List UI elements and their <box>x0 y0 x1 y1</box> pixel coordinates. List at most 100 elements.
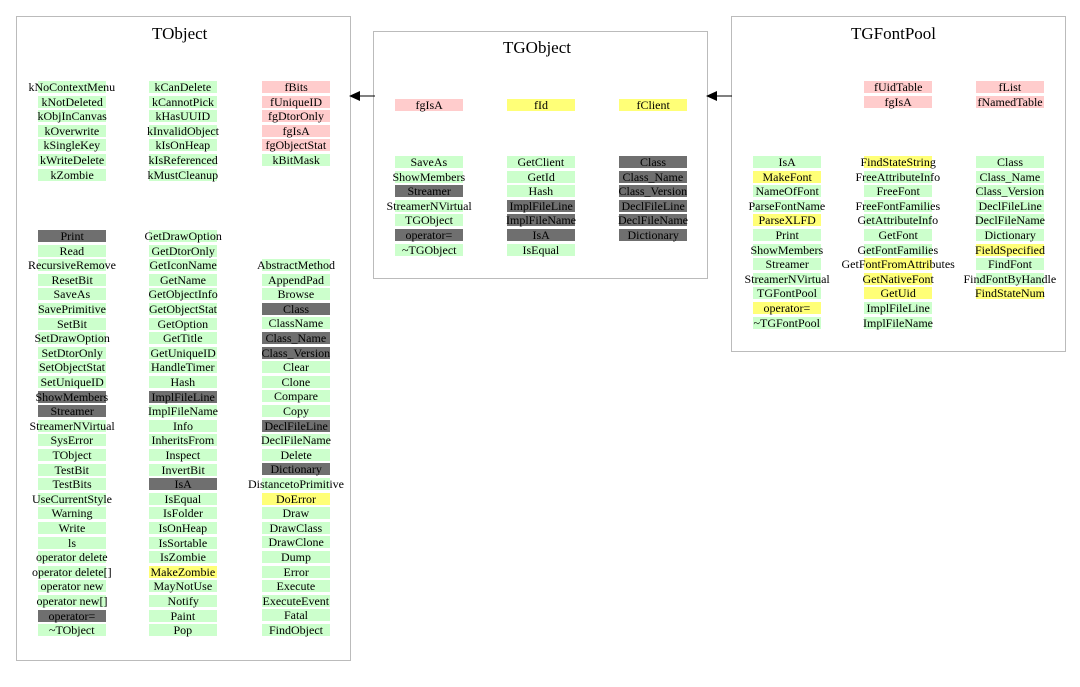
member-label: Execute <box>276 579 316 594</box>
tgobject-class-box: TGObject fgIsA fId fClient SaveAs ShowMem… <box>373 31 708 279</box>
member-cell: InvertBit <box>149 462 217 477</box>
member-cell: Delete <box>262 447 330 462</box>
member-label: FindFontByHandle <box>963 271 1057 286</box>
member-cell: Pop <box>149 624 217 637</box>
member-label: DeclFileName <box>261 433 331 448</box>
member-label: Paint <box>170 608 196 623</box>
member-label: TestBit <box>54 462 90 477</box>
member-label: AppendPad <box>268 272 324 287</box>
member-label: GetUid <box>880 286 916 301</box>
member-cell: FieldSpecified <box>975 243 1045 256</box>
member-label: Class_Version <box>261 345 331 360</box>
member-cell: Class <box>262 302 330 315</box>
member-label: ParseXLFD <box>758 213 816 228</box>
member-label: operator= <box>48 608 96 623</box>
member-cell: FindStateNum <box>975 287 1045 300</box>
member-cell: ShowMembers <box>393 170 465 183</box>
member-cell: AppendPad <box>262 272 330 287</box>
member-cell: FreeAttributeInfo <box>856 170 940 183</box>
member-cell: Streamer <box>395 184 463 199</box>
member-cell: FreeFont <box>864 185 932 198</box>
member-cell: fgObjectStat <box>262 139 330 152</box>
member-label: ImplFileName <box>863 315 933 330</box>
tgfontpool-title: TGFontPool <box>851 24 937 43</box>
member-cell: ResetBit <box>38 273 106 286</box>
member-cell: GetOption <box>149 316 217 331</box>
member-cell: MakeZombie <box>149 565 217 578</box>
member-cell: ~TGObject <box>395 243 463 256</box>
member-cell: Browse <box>262 288 330 301</box>
member-cell: SetDtorOnly <box>38 346 106 359</box>
member-cell: DeclFileLine <box>976 199 1044 212</box>
member-label: Class_Name <box>265 331 327 345</box>
member-label: ~TObject <box>49 623 95 638</box>
member-label: GetObjectInfo <box>148 287 218 302</box>
member-label: GetFont <box>878 228 918 242</box>
member-label: Clone <box>281 374 311 389</box>
member-cell: GetNativeFont <box>863 272 934 285</box>
member-label: IsEqual <box>522 242 560 257</box>
member-cell: HandleTimer <box>149 361 217 374</box>
member-label: Delete <box>280 447 312 462</box>
member-cell: SetUniqueID <box>38 376 106 388</box>
member-cell: IsSortable <box>149 536 217 549</box>
member-label: operator= <box>405 228 453 242</box>
member-cell: Write <box>38 522 106 534</box>
member-cell: kWriteDelete <box>38 154 106 166</box>
member-cell: ParseFontName <box>749 199 825 212</box>
member-label: Draw <box>282 506 310 521</box>
member-cell: kMustCleanup <box>148 168 218 181</box>
member-cell: Class_Name <box>262 332 330 344</box>
member-label: Notify <box>167 594 199 608</box>
member-label: kSingleKey <box>43 138 101 153</box>
member-cell: Class_Name <box>619 170 687 183</box>
member-cell: RecursiveRemove <box>28 259 116 272</box>
member-cell: ImplFileLine <box>864 302 932 314</box>
member-cell: operator delete[] <box>32 565 112 578</box>
member-label: RecursiveRemove <box>28 258 116 273</box>
member-label: Compare <box>274 389 318 404</box>
member-label: kOverwrite <box>44 123 100 138</box>
member-cell: kIsOnHeap <box>149 138 217 153</box>
member-cell: GetObjectStat <box>149 303 217 315</box>
member-label: InheritsFrom <box>151 433 215 448</box>
member-label: ImplFileLine <box>866 301 930 315</box>
member-label: Error <box>283 564 309 579</box>
member-cell: Info <box>149 419 217 432</box>
member-cell: InheritsFrom <box>149 433 217 448</box>
member-label: GetName <box>160 272 206 287</box>
member-label: DeclFileLine <box>621 198 685 213</box>
member-label: TGFontPool <box>757 286 818 301</box>
member-cell: fUniqueID <box>262 95 330 108</box>
member-cell: operator= <box>395 229 463 241</box>
member-label: SaveAs <box>410 155 448 169</box>
member-label: Class <box>997 155 1024 169</box>
member-cell: TestBit <box>38 462 106 477</box>
member-label: DrawClone <box>268 535 324 550</box>
member-cell: IsA <box>507 229 575 241</box>
member-label: ImplFileLine <box>509 198 573 213</box>
inheritance-arrow-tgobject-to-tobject <box>349 91 375 101</box>
member-cell: GetDtorOnly <box>149 244 217 257</box>
member-label: IsFolder <box>163 506 203 521</box>
member-label: kIsOnHeap <box>155 138 211 153</box>
member-cell: Dictionary <box>976 229 1044 241</box>
member-cell: ImplFileName <box>863 315 933 330</box>
member-label: fgIsA <box>282 123 310 138</box>
member-cell: fClient <box>619 99 687 111</box>
member-cell: Clone <box>262 374 330 389</box>
member-cell: GetId <box>507 170 575 183</box>
member-label: InvertBit <box>161 462 205 477</box>
member-label: Print <box>775 228 799 242</box>
member-label: Streamer <box>407 184 451 199</box>
member-label: Print <box>60 229 84 243</box>
member-label: IsEqual <box>164 491 202 506</box>
member-cell: GetTitle <box>149 332 217 345</box>
member-label: kInvalidObject <box>147 123 219 138</box>
member-cell: TGObject <box>395 214 463 227</box>
member-label: ls <box>68 535 77 550</box>
member-cell: Execute <box>262 579 330 594</box>
member-label: Fatal <box>284 608 308 623</box>
member-cell: FindFont <box>976 258 1044 271</box>
member-label: GetOption <box>157 316 209 331</box>
